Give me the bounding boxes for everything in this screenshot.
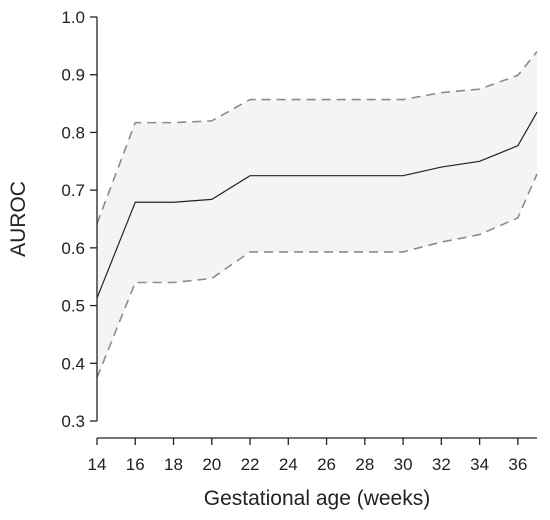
x-tick-label: 14 <box>88 455 107 474</box>
lower-bound-line <box>96 173 538 379</box>
upper-bound-line <box>96 51 538 224</box>
confidence-band <box>97 51 537 378</box>
y-tick-label: 0.6 <box>61 239 85 258</box>
x-tick-label: 22 <box>241 455 260 474</box>
y-tick-label: 0.7 <box>61 181 85 200</box>
y-tick-label: 0.8 <box>61 123 85 142</box>
x-tick-label: 16 <box>126 455 145 474</box>
x-tick-label: 18 <box>164 455 183 474</box>
x-tick-label: 34 <box>470 455 489 474</box>
y-tick-label: 0.3 <box>61 412 85 431</box>
x-ticks: 14 16 18 20 22 24 26 28 30 32 34 36 <box>88 438 527 474</box>
x-tick-label: 20 <box>202 455 221 474</box>
y-ticks: 0.3 0.4 0.5 0.6 0.7 0.8 0.9 1.0 <box>61 8 97 431</box>
y-tick-label: 0.9 <box>61 66 85 85</box>
x-tick-label: 24 <box>279 455 298 474</box>
x-tick-label: 26 <box>317 455 336 474</box>
x-tick-label: 36 <box>508 455 527 474</box>
y-axis-title: AUROC <box>7 181 30 257</box>
axes-layer <box>96 17 537 439</box>
x-tick-label: 30 <box>394 455 413 474</box>
y-tick-label: 0.5 <box>61 297 85 316</box>
x-tick-label: 28 <box>355 455 374 474</box>
confidence-band-layer <box>97 51 537 378</box>
y-tick-label: 1.0 <box>61 8 85 27</box>
series-layer <box>96 51 538 379</box>
x-axis-title: Gestational age (weeks) <box>204 487 430 510</box>
y-tick-label: 0.4 <box>61 354 85 373</box>
auroc-estimate-line <box>96 111 538 299</box>
x-tick-label: 32 <box>432 455 451 474</box>
